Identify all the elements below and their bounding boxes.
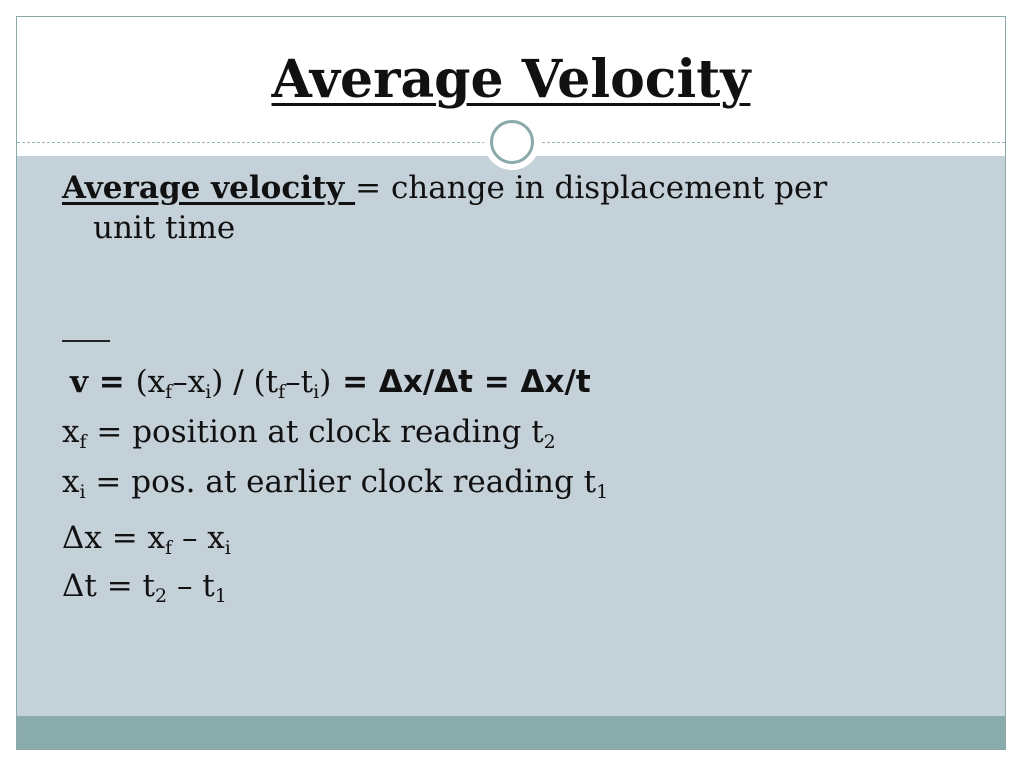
slide-title: Average Velocity [271, 49, 751, 110]
delta-x-definition: Δx = xf – xi [62, 520, 231, 559]
definition-term: Average velocity [62, 170, 356, 206]
xi-definition: xi = pos. at earlier clock reading t1 [62, 464, 609, 503]
delta-t-definition: Δt = t2 – t1 [62, 568, 227, 607]
definition-text: = change in displacement per [355, 170, 828, 206]
delta-expression: Δx/Δt = Δx/t [378, 364, 591, 400]
definition-line: Average velocity = change in displacemen… [62, 168, 827, 208]
definition-continuation: unit time [93, 210, 236, 246]
content-area [17, 156, 1005, 716]
xf-definition: xf = position at clock reading t2 [62, 414, 556, 453]
footer-bar [17, 716, 1005, 750]
formula-line: v = (xf–xi) / (tf–ti) = Δx/Δt = Δx/t [70, 364, 591, 403]
velocity-symbol: v [70, 364, 89, 400]
circle-ornament-ring [490, 120, 534, 164]
vector-bar [62, 340, 110, 342]
